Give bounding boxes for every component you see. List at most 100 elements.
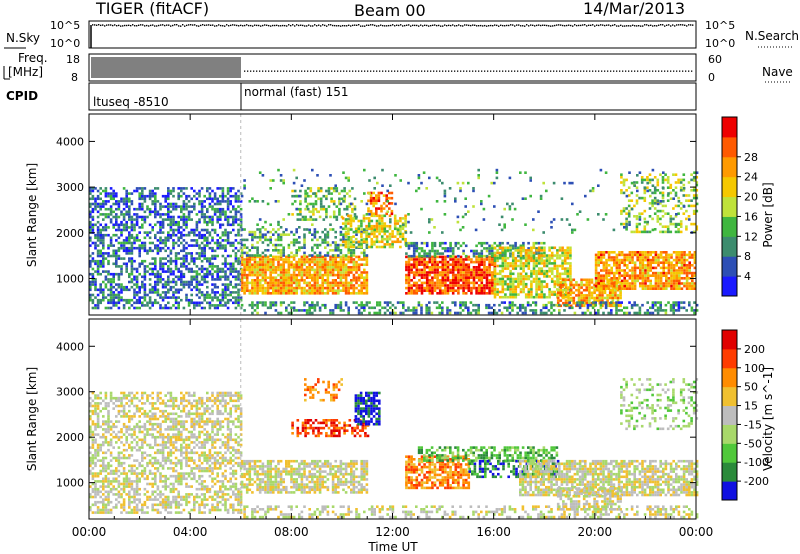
range-cell — [245, 251, 249, 255]
range-cell — [279, 233, 283, 236]
nsky-point — [676, 24, 678, 26]
range-cell — [99, 254, 102, 258]
range-cell — [234, 259, 238, 263]
range-cell — [279, 251, 283, 255]
range-cell — [321, 286, 324, 290]
range-cell — [480, 254, 484, 258]
range-cell — [347, 227, 350, 231]
range-cell — [350, 249, 353, 252]
range-cell — [334, 255, 337, 259]
range-cell — [675, 251, 678, 254]
range-cell — [355, 255, 358, 259]
range-cell — [665, 274, 668, 277]
range-cell — [377, 196, 381, 200]
range-cell — [125, 249, 128, 253]
freq-point — [334, 70, 336, 72]
range-cell — [115, 200, 118, 203]
range-cell — [360, 230, 363, 234]
nsky-point — [366, 24, 368, 26]
range-cell — [237, 205, 240, 208]
nsky-point — [516, 24, 518, 26]
range-cell — [464, 258, 468, 261]
range-cell — [509, 252, 512, 255]
range-cell — [412, 241, 416, 245]
range-cell — [382, 202, 386, 205]
range-cell — [112, 223, 115, 227]
range-cell — [138, 291, 141, 294]
range-cell — [438, 241, 442, 245]
range-cell — [509, 262, 512, 265]
range-cell — [506, 282, 510, 286]
range-cell — [556, 283, 560, 287]
freq-point — [490, 70, 492, 72]
range-cell — [319, 189, 323, 193]
range-cell — [522, 254, 525, 258]
range-cell — [261, 286, 265, 290]
range-cell — [292, 243, 296, 247]
range-cell — [428, 266, 432, 269]
range-cell — [641, 256, 645, 259]
range-cell — [654, 258, 658, 262]
range-cell — [532, 256, 536, 260]
range-cell — [493, 267, 497, 270]
range-cell — [428, 279, 432, 282]
range-cell — [615, 258, 619, 262]
range-cell — [313, 233, 317, 236]
range-cell — [151, 249, 154, 253]
range-cell — [436, 263, 439, 266]
range-cell — [530, 259, 533, 263]
range-cell — [527, 290, 531, 294]
range-cell — [311, 279, 314, 282]
range-cell — [130, 241, 134, 245]
range-cell — [470, 249, 473, 253]
nsky-point — [490, 24, 492, 27]
range-cell — [483, 273, 486, 277]
range-cell — [285, 279, 288, 282]
range-cell — [483, 289, 486, 292]
range-cell — [172, 207, 175, 211]
range-cell — [608, 296, 612, 300]
range-cell — [519, 244, 523, 248]
range-cell — [156, 270, 160, 273]
range-cell — [143, 293, 147, 297]
range-cell — [224, 215, 227, 219]
range-cell — [420, 286, 424, 290]
range-cell — [203, 213, 206, 216]
range-cell — [128, 280, 131, 284]
cpid-frame — [88, 82, 697, 111]
range-cell — [148, 298, 152, 302]
range-cell — [107, 246, 110, 250]
nsky-point — [304, 25, 306, 27]
range-cell — [198, 304, 201, 307]
range-cell — [420, 254, 424, 258]
range-cell — [347, 240, 350, 244]
range-cell — [433, 244, 437, 248]
range-cell — [506, 288, 510, 291]
range-cell — [451, 263, 455, 266]
range-cell — [300, 276, 304, 279]
range-cell — [117, 236, 121, 240]
range-cell — [261, 279, 265, 282]
range-cell — [316, 263, 319, 266]
range-cell — [172, 205, 175, 208]
range-cell — [615, 266, 619, 270]
range-cell — [631, 279, 634, 283]
range-cell — [662, 274, 665, 277]
range-cell — [540, 246, 544, 250]
range-cell — [200, 278, 204, 281]
range-cell — [582, 294, 586, 297]
range-cell — [133, 296, 136, 299]
range-cell — [550, 251, 554, 255]
range-cell — [399, 232, 402, 236]
range-cell — [206, 231, 209, 234]
nsky-point — [234, 24, 236, 26]
range-cell — [306, 202, 310, 206]
range-cell — [316, 268, 319, 272]
range-cell — [685, 282, 689, 285]
range-cell — [380, 227, 384, 231]
range-cell — [522, 285, 525, 289]
range-cell — [198, 220, 201, 224]
range-cell — [185, 220, 188, 224]
range-cell — [164, 244, 167, 247]
nsky-point — [530, 24, 532, 26]
